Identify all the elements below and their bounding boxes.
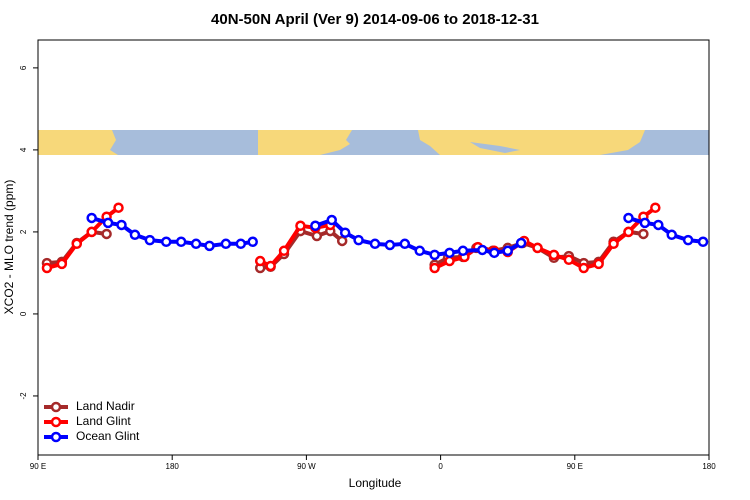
data-point: [414, 245, 425, 257]
data-point: [384, 239, 396, 251]
data-point: [653, 219, 664, 231]
data-point: [548, 249, 560, 261]
data-point: [339, 227, 351, 238]
y-axis-label: XCO2 - MLO trend (ppm): [2, 180, 16, 315]
legend-label: Land Glint: [76, 414, 131, 428]
data-point: [623, 212, 634, 224]
data-point: [650, 202, 661, 213]
data-point: [220, 238, 232, 250]
y-tick-label: 4: [19, 147, 28, 152]
land-asia: [38, 130, 118, 155]
data-point: [86, 226, 97, 238]
data-point: [265, 260, 276, 272]
data-point: [532, 242, 543, 254]
data-point: [563, 254, 575, 266]
data-point: [489, 247, 500, 259]
x-tick-label: 180: [702, 462, 716, 471]
data-point: [477, 244, 488, 256]
data-point: [56, 258, 68, 270]
data-point: [444, 247, 455, 259]
data-point: [608, 238, 619, 250]
data-point: [190, 238, 202, 250]
data-point: [254, 255, 266, 267]
data-point: [102, 217, 114, 229]
data-point: [457, 245, 469, 257]
data-point: [369, 238, 381, 250]
data-point: [113, 202, 124, 213]
x-axis-label: Longitude: [349, 476, 402, 490]
data-point: [86, 212, 97, 224]
x-tick-label: 180: [166, 462, 180, 471]
x-tick-label: 0: [438, 462, 443, 471]
data-point: [666, 229, 677, 241]
y-tick-label: 6: [19, 65, 28, 70]
data-point: [502, 245, 513, 257]
chart-title: 40N-50N April (Ver 9) 2014-09-06 to 2018…: [211, 11, 539, 28]
data-point: [682, 234, 694, 246]
data-point: [638, 228, 649, 240]
data-point: [639, 217, 651, 229]
data-point: [515, 237, 527, 249]
y-tick-label: -2: [19, 392, 28, 400]
data-point: [247, 236, 258, 248]
x-tick-label: 90 E: [567, 462, 583, 471]
sea: [470, 142, 520, 153]
data-point: [175, 236, 187, 248]
data-point: [160, 236, 172, 248]
legend-marker: [50, 401, 62, 413]
plot-frame: [37, 39, 710, 456]
y-tick-label: 2: [19, 229, 28, 234]
data-point: [295, 220, 306, 232]
legend-label: Ocean Glint: [76, 429, 140, 443]
data-point: [310, 220, 321, 232]
data-point: [311, 230, 323, 242]
land-america: [258, 130, 352, 155]
x-tick-label: 90 E: [30, 462, 46, 471]
data-point: [71, 238, 83, 250]
data-point: [235, 238, 247, 250]
map-strip: [38, 130, 709, 155]
data-point: [336, 235, 348, 247]
data-point: [116, 219, 127, 231]
data-point: [444, 255, 455, 267]
data-point: [429, 262, 440, 274]
data-point: [204, 240, 215, 252]
data-point: [399, 238, 411, 250]
data-point: [623, 226, 634, 238]
legend-marker: [50, 416, 62, 428]
y-tick-label: 0: [19, 311, 28, 316]
data-point: [326, 214, 337, 226]
data-point: [129, 229, 141, 241]
data-point: [41, 262, 53, 274]
land-eurasia: [418, 130, 645, 155]
data-point: [278, 245, 290, 257]
data-point: [429, 249, 440, 261]
legend-marker: [50, 431, 62, 443]
data-point: [697, 236, 709, 248]
data-point: [353, 234, 364, 246]
data-point: [144, 234, 156, 246]
data-point: [101, 228, 112, 240]
x-tick-label: 90 W: [297, 462, 316, 471]
legend-label: Land Nadir: [76, 399, 135, 413]
data-point: [578, 262, 589, 274]
data-point: [593, 258, 604, 270]
